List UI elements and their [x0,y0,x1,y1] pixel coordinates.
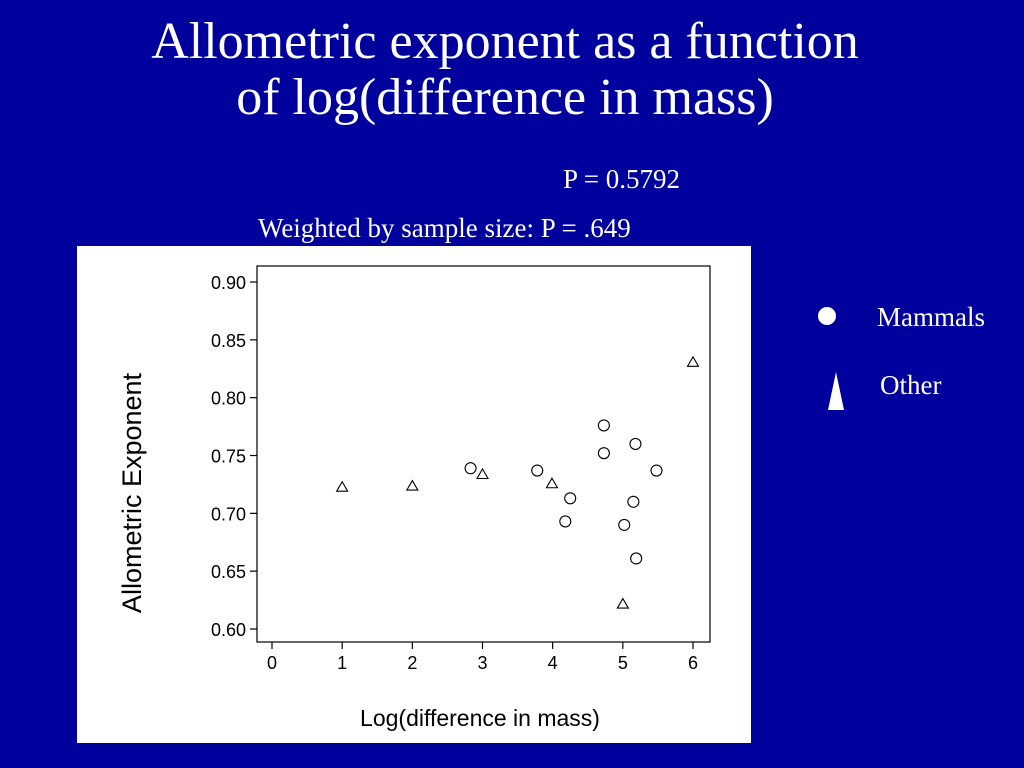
other-point [335,480,349,492]
y-tick-label: 0.75 [211,447,246,467]
other-point [686,355,700,367]
y-tick-label: 0.85 [211,331,246,351]
x-tick-label: 6 [688,653,698,673]
plot-frame [256,265,711,643]
legend-other-triangle-icon [828,372,844,410]
mammal-point [597,447,610,460]
x-axis: 0 1 2 3 4 5 6 [267,642,698,673]
other-point [616,597,630,609]
mammal-point [650,464,663,477]
mammal-point [630,552,643,565]
x-tick-label: 4 [548,653,558,673]
mammal-point [629,437,642,450]
x-tick-label: 1 [337,653,347,673]
legend-other-label: Other [880,370,942,400]
title-line-2: of log(difference in mass) [236,69,774,126]
x-tick-label: 3 [477,653,487,673]
weighted-p-text: Weighted by sample size: P = .649 [258,213,631,243]
mammal-point [564,492,577,505]
y-tick-label: 0.80 [211,389,246,409]
y-tick-label: 0.70 [211,504,246,524]
x-tick-label: 2 [407,653,417,673]
mammal-point [627,495,640,508]
mammal-point [597,419,610,432]
y-axis-label: Allometric Exponent [117,372,147,613]
legend-mammals-label: Mammals [877,302,985,332]
scatter-chart: 0.60 0.65 0.70 0.75 0.80 0.85 0.90 0 1 2 3 4 5 6 Log… [117,265,711,731]
mammal-point [559,515,572,528]
y-tick-label: 0.90 [211,273,246,293]
p-value-text: P = 0.5792 [563,164,680,194]
title-line-1: Allometric exponent as a function [151,13,859,70]
slide-title: Allometric exponent as a function of log… [0,14,1010,126]
x-tick-label: 0 [267,653,277,673]
other-point [405,479,419,491]
y-axis: 0.60 0.65 0.70 0.75 0.80 0.85 0.90 [211,273,257,640]
data-points [335,355,700,609]
mammal-point [531,464,544,477]
other-point [476,467,489,480]
x-tick-label: 5 [618,653,628,673]
plot-panel: 0.60 0.65 0.70 0.75 0.80 0.85 0.90 0 1 2 3 4 5 6 Log… [77,246,751,743]
y-tick-label: 0.65 [211,562,246,582]
mammal-point [618,518,631,531]
mammal-point [464,462,477,475]
legend-mammals-circle-icon [818,307,836,325]
x-axis-label: Log(difference in mass) [360,705,600,731]
y-tick-label: 0.60 [211,620,246,640]
other-point [545,477,559,489]
